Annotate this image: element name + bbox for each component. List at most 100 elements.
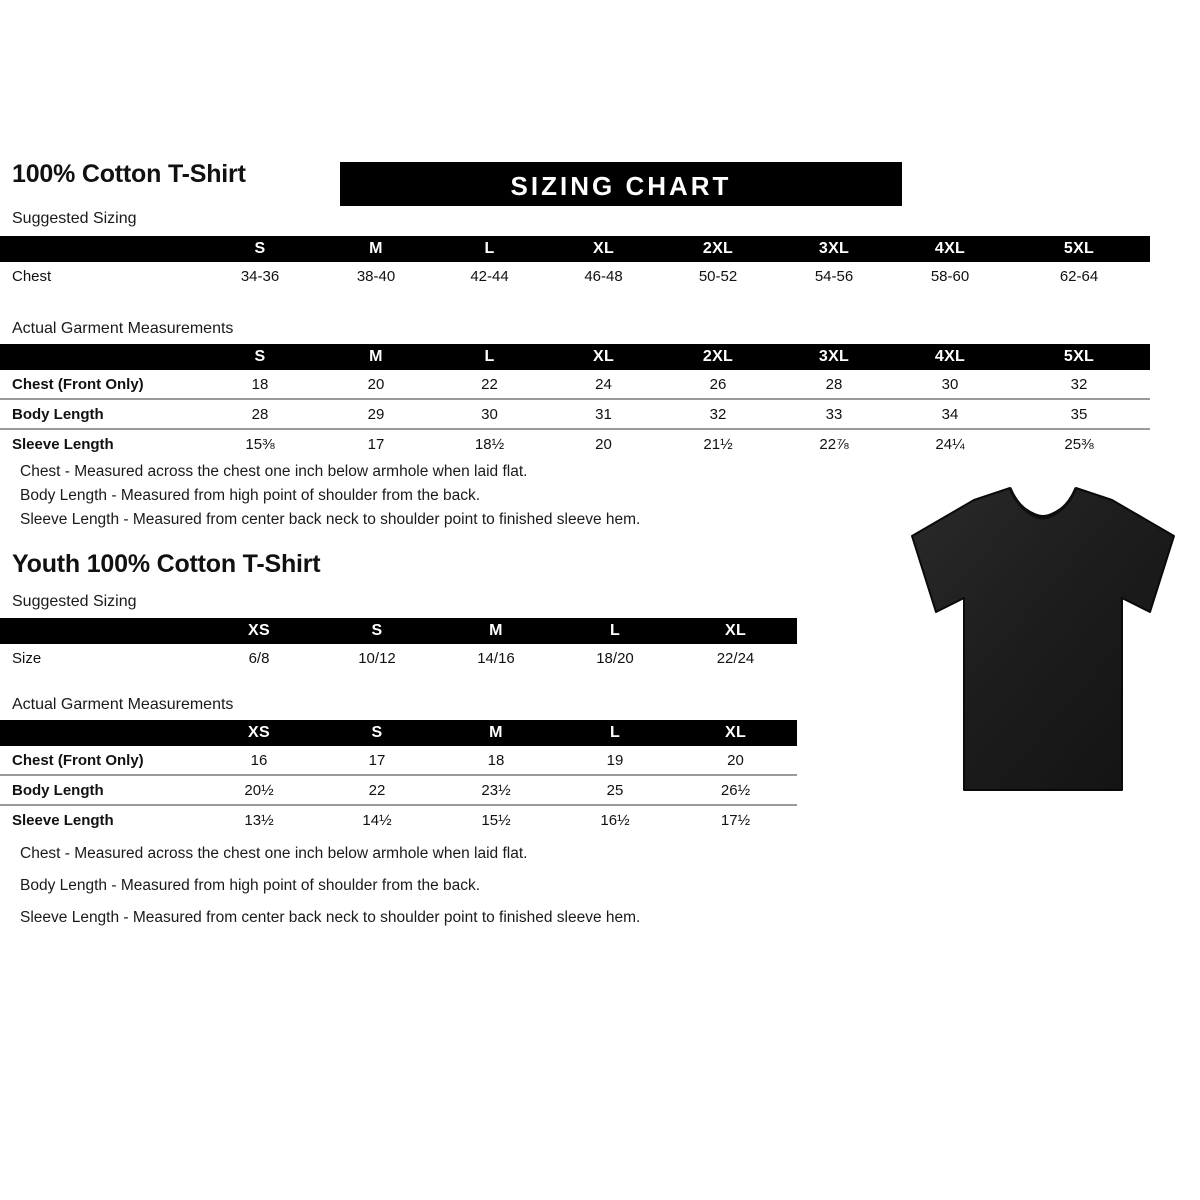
youth-suggested-column-header-xs: XS [248,622,270,639]
adult-actual-cell: 30 [941,375,959,393]
adult-suggested-cell: 46-48 [584,267,623,285]
adult-note-sleeve-length: Sleeve Length - Measured from center bac… [20,511,641,528]
youth-actual-column-header-m: M [489,724,503,741]
page-title: 100% Cotton T-Shirt [12,160,246,188]
youth-suggested-column-header-label [0,618,200,644]
adult-actual-cell: 35 [1008,398,1150,429]
youth-suggested-column-header-m: M [489,622,503,639]
product-image [898,472,1188,812]
page-header: 100% Cotton T-Shirt SIZING CHART [0,160,1200,208]
adult-actual-cell: 29 [320,398,432,429]
adult-actual-cell: 21½ [660,428,776,458]
adult-actual-column-header-label [0,344,200,370]
youth-actual-row-label: Body Length [0,774,200,805]
adult-actual-header-row: S M L XL 2XL 3XL 4XL 5XL [0,344,1150,370]
adult-suggested-cell: 34-36 [240,267,280,285]
adult-actual-cell: 24¼ [892,428,1008,458]
youth-actual-cell: 22 [318,774,436,805]
youth-note-chest: Chest - Measured across the chest one in… [20,845,528,862]
youth-suggested-cell: 18/20 [596,649,634,667]
black-tshirt-icon [911,487,1175,791]
adult-actual-row-label: Sleeve Length [0,428,200,458]
adult-actual-column-header-m: M [369,348,383,365]
youth-actual-cell: 20 [727,751,744,769]
youth-actual-cell: 19 [606,751,624,769]
youth-actual-cell: 23½ [436,774,556,805]
adult-suggested-column-header-5xl: 5XL [1063,240,1095,257]
youth-actual-cell: 17 [368,751,386,769]
youth-actual-row-label: Chest (Front Only) [12,751,144,769]
adult-suggested-cell: 42-44 [470,267,509,285]
adult-suggested-column-header-xl: XL [592,240,615,257]
adult-suggested-cell: 38-40 [356,267,396,285]
adult-actual-cell: 15⅜ [200,428,320,458]
youth-note-body-length: Body Length - Measured from high point o… [20,877,481,894]
youth-actual-cell: 20½ [200,774,318,805]
table-row: Sleeve Length 15⅜ 17 18½ 20 21½ 22⅞ 24¼ 25⅜ [0,428,1150,458]
adult-suggested-sizing-table: S M L XL 2XL 3XL 4XL 5XL Chest 34-36 38-40 42-44 46-… [0,236,1150,290]
youth-actual-cell: 16½ [556,804,674,834]
adult-actual-cell: 28 [200,398,320,429]
adult-note-body-length: Body Length - Measured from high point o… [20,487,481,504]
adult-suggested-sizing-caption: Suggested Sizing [12,210,137,227]
youth-actual-cell: 17½ [674,804,797,834]
youth-note-sleeve-length: Sleeve Length - Measured from center bac… [20,909,641,926]
youth-suggested-column-header-s: S [371,622,383,639]
adult-actual-column-header-3xl: 3XL [818,348,850,365]
adult-actual-cell: 32 [1070,375,1088,393]
adult-actual-cell: 22 [481,375,498,393]
adult-suggested-column-header-label [0,236,200,262]
adult-suggested-column-header-3xl: 3XL [818,240,850,257]
table-row: Sleeve Length 13½ 14½ 15½ 16½ 17½ [0,804,797,834]
adult-actual-column-header-4xl: 4XL [934,348,966,365]
adult-actual-cell: 20 [367,375,385,393]
adult-actual-cell: 26 [709,375,727,393]
youth-actual-column-header-s: S [371,724,383,741]
youth-suggested-cell: 14/16 [477,649,515,667]
adult-note-chest: Chest - Measured across the chest one in… [20,463,528,480]
adult-suggested-row-label: Chest [12,267,52,285]
adult-actual-column-header-2xl: 2XL [702,348,734,365]
youth-suggested-column-header-l: L [609,622,621,639]
youth-actual-cell: 18 [487,751,505,769]
youth-actual-cell: 14½ [318,804,436,834]
adult-actual-cell: 18½ [432,428,547,458]
adult-actual-row-label: Chest (Front Only) [12,375,144,393]
adult-actual-cell: 33 [776,398,892,429]
adult-actual-column-header-s: S [254,348,266,365]
youth-suggested-sizing-table: XS S M L XL Size 6/8 10/12 14/16 18/20 22/24 [0,618,797,672]
youth-suggested-header-row: XS S M L XL [0,618,797,644]
adult-actual-row-label: Body Length [0,398,200,429]
adult-suggested-cell: 54-56 [814,267,854,285]
youth-actual-column-header-xl: XL [724,724,747,741]
youth-actual-column-header-label [0,720,200,746]
adult-actual-cell: 25⅜ [1008,428,1150,458]
adult-actual-cell: 31 [547,398,660,429]
table-row: Chest (Front Only) 16 17 18 19 20 [0,746,797,775]
youth-actual-column-header-xs: XS [248,724,270,741]
youth-section-title: Youth 100% Cotton T-Shirt [12,550,321,578]
youth-actual-cell: 25 [556,774,674,805]
adult-actual-cell: 22⅞ [776,428,892,458]
youth-actual-measurements-table: XS S M L XL Chest (Front Only) 16 17 18 19 20 Body … [0,720,797,834]
adult-suggested-column-header-m: M [369,240,383,257]
adult-actual-measurements-table: S M L XL 2XL 3XL 4XL 5XL Chest (Front Only) 18 20 2… [0,344,1150,458]
adult-actual-cell: 17 [320,428,432,458]
table-row: Body Length 20½ 22 23½ 25 26½ [0,774,797,805]
youth-actual-measurements-caption: Actual Garment Measurements [12,696,234,713]
adult-suggested-column-header-2xl: 2XL [702,240,734,257]
adult-actual-cell: 34 [892,398,1008,429]
adult-actual-column-header-xl: XL [592,348,615,365]
youth-actual-cell: 13½ [200,804,318,834]
adult-suggested-header-row: S M L XL 2XL 3XL 4XL 5XL [0,236,1150,262]
adult-actual-cell: 28 [825,375,843,393]
sizing-chart-banner-label: SIZING CHART [510,171,732,201]
adult-suggested-column-header-s: S [254,240,266,257]
youth-actual-cell: 15½ [436,804,556,834]
table-row: Body Length 28 29 30 31 32 33 34 35 [0,398,1150,429]
adult-suggested-cell: 58-60 [930,267,970,285]
youth-suggested-row-label: Size [12,649,42,667]
adult-actual-cell: 20 [547,428,660,458]
youth-suggested-cell: 22/24 [716,649,755,667]
